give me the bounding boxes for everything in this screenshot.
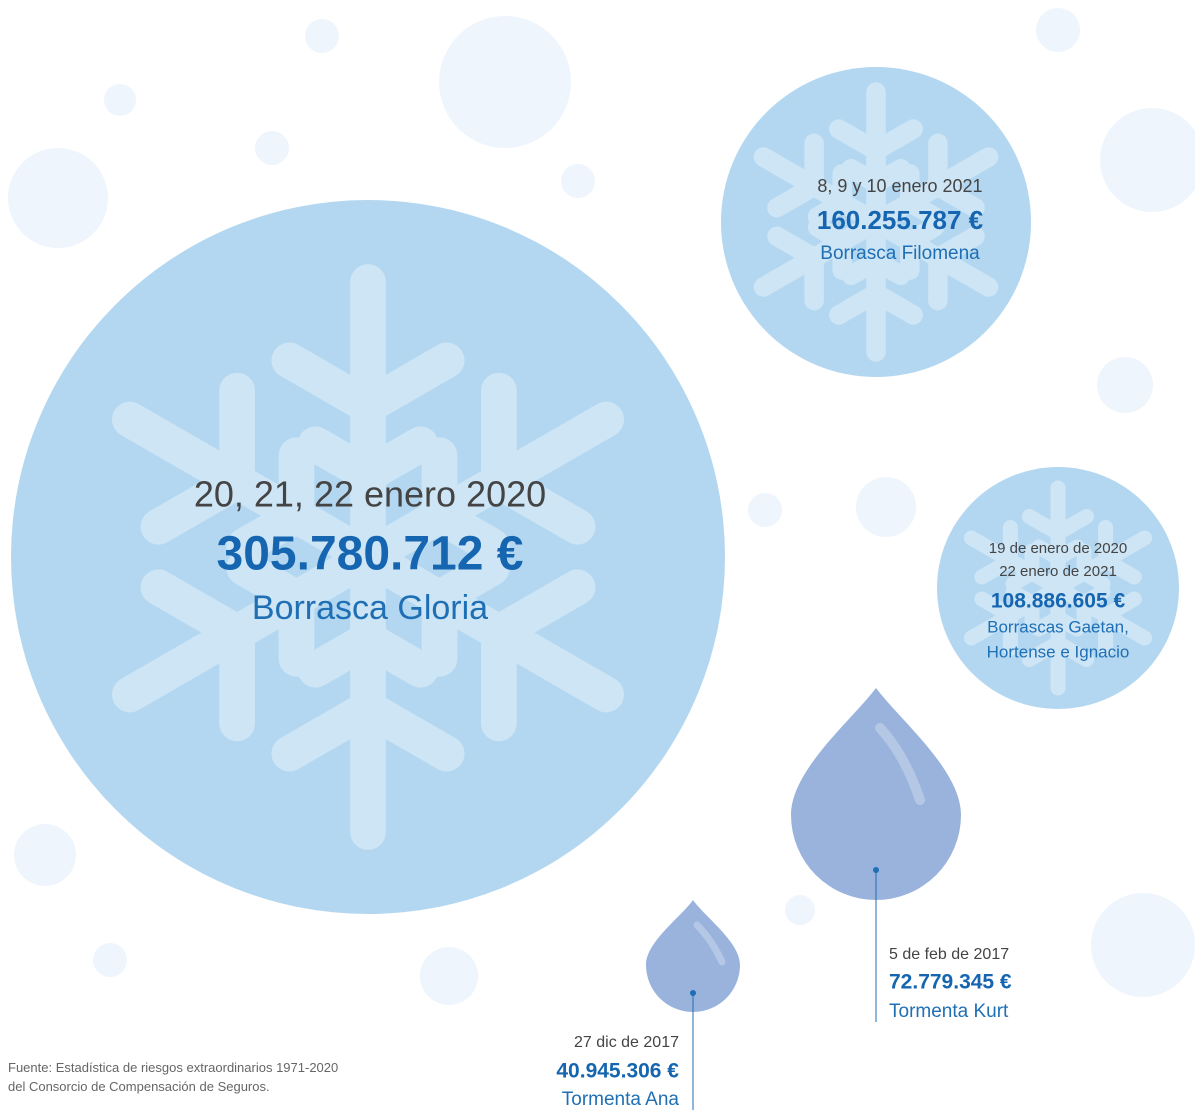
event-name: Tormenta Kurt	[889, 1001, 1009, 1022]
event-date: 8, 9 y 10 enero 2021	[817, 176, 982, 196]
event-name: Borrasca Filomena	[820, 243, 980, 264]
event-date: 19 de enero de 2020	[989, 540, 1127, 557]
event-date: 27 dic de 2017	[574, 1034, 679, 1051]
bubbles	[11, 67, 1179, 914]
event-name: Hortense e Ignacio	[987, 642, 1130, 661]
event-amount: 72.779.345 €	[889, 971, 1012, 994]
event-name: Borrascas Gaetan,	[987, 617, 1129, 636]
event-date: 22 enero de 2021	[999, 563, 1117, 580]
source-note: del Consorcio de Compensación de Seguros…	[8, 1079, 270, 1094]
event-amount: 40.945.306 €	[556, 1060, 679, 1083]
drops	[646, 688, 961, 1110]
event-amount: 108.886.605 €	[991, 590, 1126, 613]
source-note: Fuente: Estadística de riesgos extraordi…	[8, 1060, 338, 1075]
event-amount: 160.255.787 €	[817, 205, 983, 235]
event-amount: 305.780.712 €	[217, 528, 524, 581]
event-name: Borrasca Gloria	[252, 589, 488, 627]
event-date: 5 de feb de 2017	[889, 946, 1009, 963]
decorations	[8, 8, 1195, 1005]
event-name: Tormenta Ana	[562, 1089, 680, 1110]
event-date: 20, 21, 22 enero 2020	[194, 474, 546, 515]
